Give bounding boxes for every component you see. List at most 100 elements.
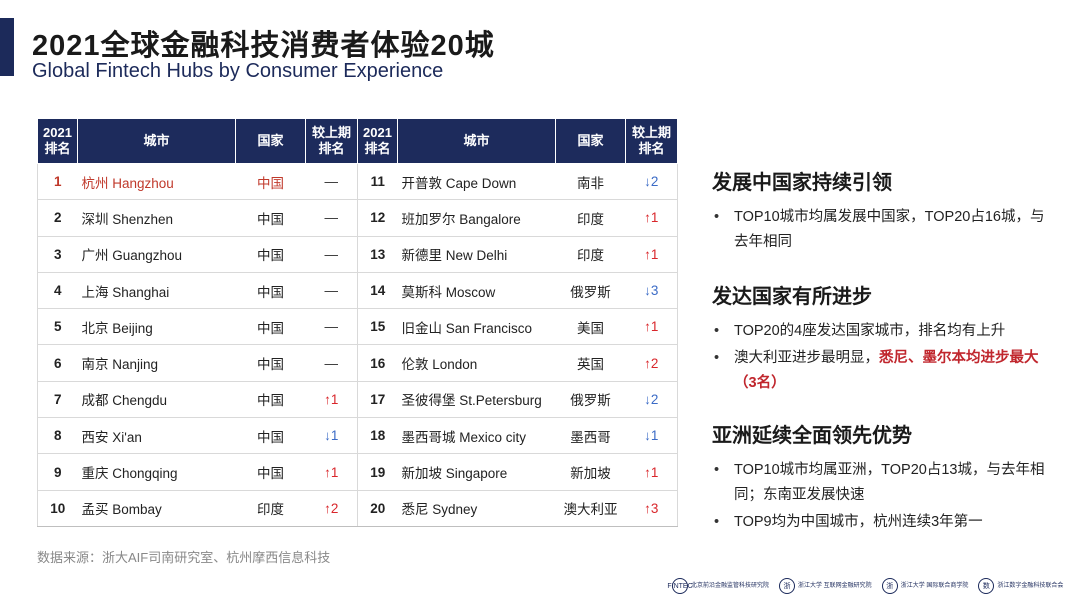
city-cell: 墨西哥城 Mexico city [397, 417, 556, 455]
section-heading: 发达国家有所进步 [712, 286, 872, 308]
change-cell: — [305, 199, 358, 237]
change-cell: ↑1 [625, 199, 678, 237]
rank-cell: 15 [357, 308, 398, 346]
change-cell: — [305, 163, 358, 201]
logo-digital-finance-union: 数 浙江数字金融科技联合会 [978, 578, 1063, 594]
section-heading: 发展中国家持续引领 [712, 172, 892, 194]
bullet-text: 澳大利亚进步最明显， [734, 350, 879, 366]
table-row: 3 广州 Guangzhou 中国 —13 新德里 New Delhi 印度 ↑1 [37, 236, 678, 273]
country-cell: 印度 [235, 490, 306, 527]
city-cell: 南京 Nanjing [77, 344, 236, 382]
logo-text: 浙江大学 国际联合商学院 [900, 582, 969, 589]
rank-cell: 8 [37, 417, 78, 455]
section-developing: 发展中国家持续引领 TOP10城市均属发展中国家，TOP20占16城，与去年相同 [712, 166, 1052, 257]
bullet-item: TOP20的4座发达国家城市，排名均有上升 [712, 319, 1052, 344]
fintech-logo-icon: FINTEC [667, 578, 693, 594]
country-cell: 中国 [235, 381, 306, 419]
city-cell: 孟买 Bombay [77, 490, 236, 527]
zju-seal-icon: 浙 [881, 578, 898, 594]
country-cell: 澳大利亚 [555, 490, 626, 527]
city-cell: 杭州 Hangzhou [77, 163, 236, 201]
city-cell: 悉尼 Sydney [397, 490, 556, 527]
rank-cell: 10 [37, 490, 78, 527]
city-cell: 新加坡 Singapore [397, 453, 556, 491]
zju-seal-icon: 浙 [779, 578, 796, 594]
bullet-text: TOP20的4座发达国家城市，排名均有上升 [734, 323, 1006, 339]
logo-text: 浙江数字金融科技联合会 [997, 582, 1064, 589]
city-cell: 伦敦 London [397, 344, 556, 382]
change-cell: ↓2 [625, 163, 678, 201]
country-cell: 中国 [235, 163, 306, 201]
country-cell: 中国 [235, 453, 306, 491]
country-cell: 美国 [555, 308, 626, 346]
rank-cell: 20 [357, 490, 398, 527]
table-row: 6 南京 Nanjing 中国 —16 伦敦 London 英国 ↑2 [37, 344, 678, 382]
header-city: 城市 [77, 118, 236, 164]
city-cell: 圣彼得堡 St.Petersburg [397, 381, 556, 419]
rank-cell: 17 [357, 381, 398, 419]
header-city: 城市 [397, 118, 556, 164]
header-rank: 2021排名 [37, 118, 78, 164]
country-cell: 中国 [235, 199, 306, 237]
country-cell: 墨西哥 [555, 417, 626, 455]
country-cell: 俄罗斯 [555, 272, 626, 310]
rank-cell: 11 [357, 163, 398, 201]
change-cell: ↑2 [305, 490, 358, 527]
table-row: 7 成都 Chengdu 中国 ↑1 17 圣彼得堡 St.Petersburg 俄罗斯 ↓2 [37, 381, 678, 419]
table-row: 10 孟买 Bombay 印度 ↑2 20 悉尼 Sydney 澳大利亚 ↑3 [37, 490, 678, 527]
logo-text: 北京前沿金融监管科技研究院 [691, 582, 770, 589]
change-cell: ↑1 [305, 381, 358, 419]
rank-cell: 16 [357, 344, 398, 382]
city-cell: 班加罗尔 Bangalore [397, 199, 556, 237]
bullet-item: TOP10城市均属发展中国家，TOP20占16城，与去年相同 [712, 205, 1052, 255]
city-cell: 广州 Guangzhou [77, 236, 236, 273]
table-row: 5 北京 Beijing 中国 —15 旧金山 San Francisco 美国 ↑1 [37, 308, 678, 346]
country-cell: 南非 [555, 163, 626, 201]
logo-zju-aif: 浙 浙江大学 互联网金融研究院 [779, 578, 872, 594]
city-cell: 莫斯科 Moscow [397, 272, 556, 310]
table-row: 9 重庆 Chongqing 中国 ↑1 19 新加坡 Singapore 新加坡 ↑1 [37, 453, 678, 491]
union-logo-icon: 数 [978, 578, 995, 594]
section-developed: 发达国家有所进步 TOP20的4座发达国家城市，排名均有上升 澳大利亚进步最明显… [712, 280, 1052, 398]
logo-text: 浙江大学 互联网金融研究院 [798, 582, 872, 589]
rank-cell: 4 [37, 272, 78, 310]
header-rank: 2021排名 [357, 118, 398, 164]
change-cell: ↑3 [625, 490, 678, 527]
change-cell: — [305, 236, 358, 273]
country-cell: 中国 [235, 272, 306, 310]
city-cell: 重庆 Chongqing [77, 453, 236, 491]
logo-strip: FINTEC 北京前沿金融监管科技研究院 浙 浙江大学 互联网金融研究院 浙 浙… [667, 574, 1072, 598]
bullet-text: TOP10城市均属发展中国家，TOP20占16城，与去年相同 [734, 209, 1045, 250]
country-cell: 印度 [555, 199, 626, 237]
country-cell: 印度 [555, 236, 626, 273]
country-cell: 中国 [235, 236, 306, 273]
section-heading: 亚洲延续全面领先优势 [712, 425, 912, 447]
table-row: 4 上海 Shanghai 中国 —14 莫斯科 Moscow 俄罗斯 ↓3 [37, 272, 678, 310]
rank-cell: 9 [37, 453, 78, 491]
change-cell: ↓1 [625, 417, 678, 455]
header-change: 较上期排名 [305, 118, 358, 164]
country-cell: 中国 [235, 417, 306, 455]
logo-zju-ibs: 浙 浙江大学 国际联合商学院 [881, 578, 969, 594]
rank-cell: 5 [37, 308, 78, 346]
change-cell: ↑1 [305, 453, 358, 491]
city-cell: 北京 Beijing [77, 308, 236, 346]
data-source-note: 数据来源：浙大AIF司南研究室、杭州摩西信息科技 [37, 550, 331, 565]
city-cell: 成都 Chengdu [77, 381, 236, 419]
bullet-item: TOP9均为中国城市，杭州连续3年第一 [712, 510, 1052, 535]
rank-cell: 3 [37, 236, 78, 273]
header-change: 较上期排名 [625, 118, 678, 164]
rank-cell: 2 [37, 199, 78, 237]
city-cell: 开普敦 Cape Down [397, 163, 556, 201]
header-country: 国家 [235, 118, 306, 164]
change-cell: ↓2 [625, 381, 678, 419]
rank-cell: 1 [37, 163, 78, 201]
change-cell: ↑1 [625, 236, 678, 273]
table-row: 8 西安 Xi'an 中国 ↓1 18 墨西哥城 Mexico city 墨西哥 ↓1 [37, 417, 678, 455]
bullet-item: TOP10城市均属亚洲，TOP20占13城，与去年相同；东南亚发展快速 [712, 458, 1052, 508]
city-cell: 深圳 Shenzhen [77, 199, 236, 237]
country-cell: 英国 [555, 344, 626, 382]
change-cell: — [305, 308, 358, 346]
rank-cell: 19 [357, 453, 398, 491]
